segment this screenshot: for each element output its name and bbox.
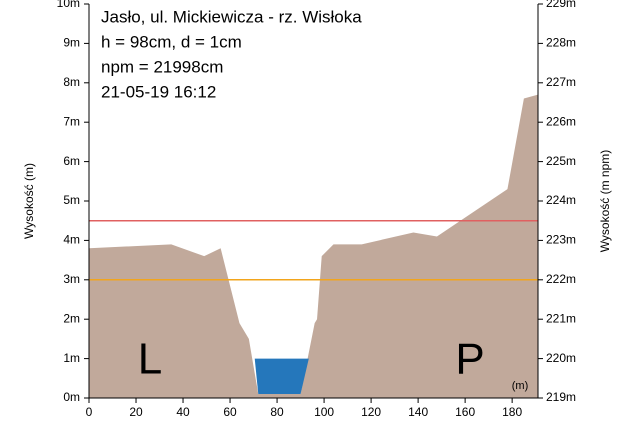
y2-tick-label: 228m <box>546 36 576 50</box>
x-tick-label: 20 <box>129 405 143 419</box>
ground <box>89 94 538 399</box>
y-tick-label: 10m <box>57 0 80 10</box>
x-tick-label: 120 <box>361 405 381 419</box>
y2-tick-label: 224m <box>546 193 576 207</box>
x-tick-label: 160 <box>455 405 475 419</box>
y-tick-label: 1m <box>63 351 80 365</box>
info-line: Jasło, ul. Mickiewicza - rz. Wisłoka <box>101 7 362 26</box>
info-line: npm = 21998cm <box>101 57 223 76</box>
y-tick-label: 7m <box>63 114 80 128</box>
x-tick-label: 0 <box>86 405 93 419</box>
x-tick-label: 40 <box>176 405 190 419</box>
y2-tick-label: 220m <box>546 351 576 365</box>
x-tick-label: 60 <box>223 405 237 419</box>
bank-label: L <box>138 335 162 384</box>
y2-tick-label: 226m <box>546 114 576 128</box>
info-line: h = 98cm, d = 1cm <box>101 32 242 51</box>
y-tick-label: 2m <box>63 311 80 325</box>
y2-tick-label: 229m <box>546 0 576 10</box>
y-tick-label: 9m <box>63 36 80 50</box>
water <box>254 358 309 395</box>
y-axis-label: Wysokość (m) <box>22 163 36 239</box>
y-tick-label: 5m <box>63 193 80 207</box>
x-tick-label: 80 <box>270 405 284 419</box>
y2-axis-label: Wysokość (m npm) <box>598 150 612 253</box>
x-tick-label: 100 <box>314 405 334 419</box>
y2-tick-label: 225m <box>546 154 576 168</box>
y-tick-label: 4m <box>63 233 80 247</box>
info-line: 21-05-19 16:12 <box>101 82 216 101</box>
y-tick-label: 8m <box>63 75 80 89</box>
y2-tick-label: 221m <box>546 311 576 325</box>
y2-tick-label: 227m <box>546 75 576 89</box>
y2-tick-label: 223m <box>546 233 576 247</box>
x-tick-label: 140 <box>408 405 428 419</box>
y2-tick-label: 222m <box>546 272 576 286</box>
x-unit: (m) <box>512 380 529 392</box>
bank-label: P <box>455 335 484 384</box>
y-tick-label: 6m <box>63 154 80 168</box>
x-tick-label: 180 <box>502 405 522 419</box>
y-tick-label: 0m <box>63 390 80 404</box>
y-tick-label: 3m <box>63 272 80 286</box>
y2-tick-label: 219m <box>546 390 576 404</box>
